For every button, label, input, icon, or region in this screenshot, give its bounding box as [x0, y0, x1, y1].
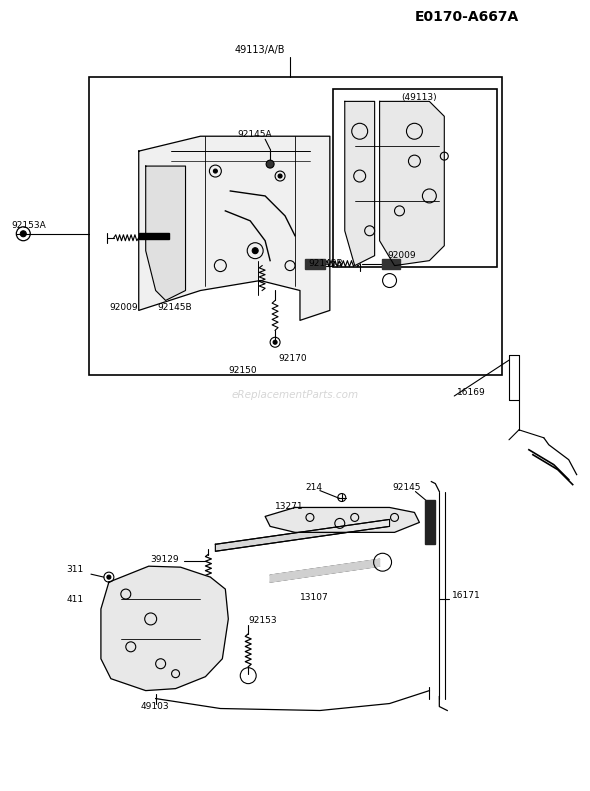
Text: 92170: 92170: [278, 354, 307, 363]
Text: 411: 411: [66, 595, 83, 604]
Text: 92153A: 92153A: [11, 221, 46, 230]
Text: 92145B: 92145B: [158, 303, 192, 312]
Text: 16171: 16171: [453, 591, 481, 600]
Bar: [333, 89, 497, 267]
Circle shape: [266, 160, 274, 168]
Circle shape: [278, 174, 282, 178]
Polygon shape: [345, 101, 375, 266]
Polygon shape: [139, 233, 169, 239]
Text: eReplacementParts.com: eReplacementParts.com: [231, 390, 359, 400]
Polygon shape: [146, 166, 185, 301]
Text: 311: 311: [66, 565, 83, 573]
Bar: [89, 77, 502, 375]
Circle shape: [273, 340, 277, 344]
Circle shape: [252, 248, 258, 254]
Text: 39129: 39129: [150, 554, 179, 564]
Circle shape: [107, 575, 111, 579]
Text: 92145: 92145: [392, 483, 421, 492]
Polygon shape: [270, 559, 379, 582]
Text: 214: 214: [305, 483, 322, 492]
Text: 13271: 13271: [275, 502, 304, 511]
Polygon shape: [305, 259, 325, 269]
Circle shape: [214, 169, 217, 173]
Text: (49113): (49113): [402, 93, 437, 102]
Polygon shape: [139, 136, 330, 320]
Text: 92009: 92009: [109, 303, 137, 312]
Text: 92009: 92009: [388, 252, 416, 260]
Text: 13107: 13107: [300, 592, 329, 601]
Polygon shape: [425, 499, 435, 544]
Polygon shape: [379, 101, 444, 266]
Polygon shape: [215, 520, 389, 551]
Polygon shape: [382, 259, 399, 269]
Text: 49113/A/B: 49113/A/B: [235, 44, 286, 55]
Polygon shape: [101, 566, 228, 691]
Text: 92150: 92150: [228, 365, 257, 375]
Text: 49103: 49103: [141, 702, 169, 711]
Text: E0170-A667A: E0170-A667A: [414, 9, 519, 24]
Polygon shape: [265, 508, 419, 532]
Text: 92145B: 92145B: [308, 259, 343, 268]
Circle shape: [20, 231, 27, 237]
Text: 92153: 92153: [248, 616, 277, 626]
Text: 16169: 16169: [457, 388, 486, 396]
Text: 92145A: 92145A: [237, 130, 272, 138]
